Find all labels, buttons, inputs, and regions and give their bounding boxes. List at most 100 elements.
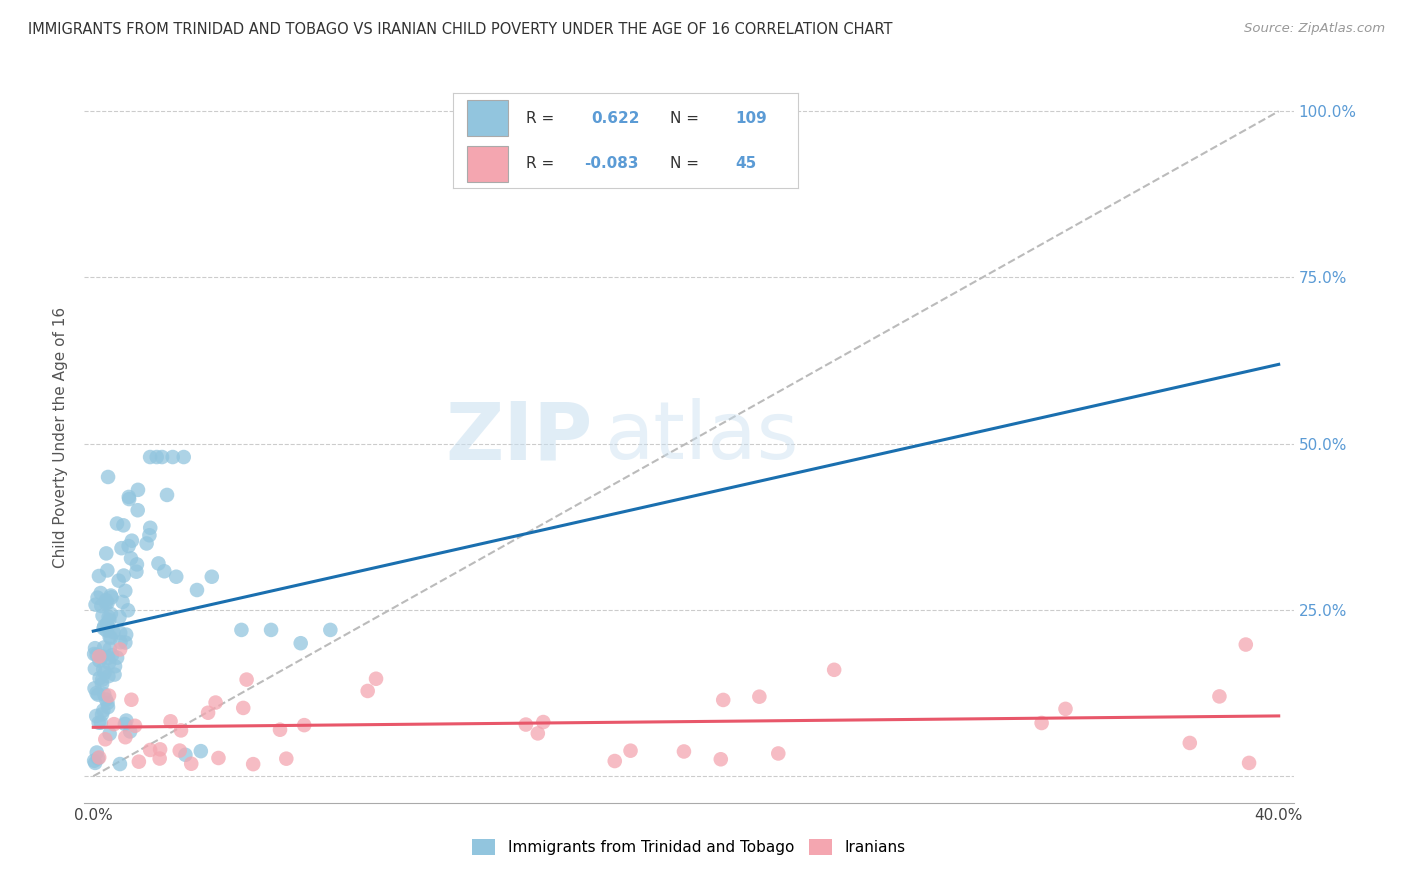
Point [98, 641, 121, 656]
Point [110, 541, 132, 556]
Point [87, 751, 110, 765]
Point [242, 757, 264, 772]
Point [139, 521, 162, 535]
Point [90, 649, 112, 664]
Point [90, 715, 112, 730]
Point [93, 619, 115, 633]
Point [90, 586, 112, 600]
Point [87, 569, 110, 583]
Point [603, 754, 626, 768]
Point [357, 684, 380, 698]
Point [89, 649, 111, 664]
Point [207, 751, 229, 765]
Point [127, 483, 149, 497]
Point [148, 557, 170, 571]
Point [108, 642, 131, 657]
Point [100, 631, 122, 645]
Point [86, 746, 108, 760]
Point [748, 690, 770, 704]
Point [94, 596, 117, 610]
Point [103, 625, 125, 640]
Point [93, 665, 115, 680]
Point [138, 528, 160, 542]
Point [91, 608, 114, 623]
Point [156, 488, 179, 502]
Point [260, 623, 283, 637]
Text: IMMIGRANTS FROM TRINIDAD AND TOBAGO VS IRANIAN CHILD POVERTY UNDER THE AGE OF 16: IMMIGRANTS FROM TRINIDAD AND TOBAGO VS I… [28, 22, 893, 37]
Point [170, 723, 193, 738]
Point [269, 723, 291, 737]
Point [93, 687, 115, 701]
Point [711, 693, 734, 707]
Point [174, 747, 197, 762]
Point [94, 732, 117, 747]
Point [108, 625, 131, 640]
Point [150, 450, 173, 464]
Point [103, 717, 125, 731]
Point [114, 730, 136, 744]
Point [101, 648, 124, 662]
Point [124, 719, 146, 733]
Point [235, 673, 257, 687]
Point [98, 630, 121, 644]
Point [531, 714, 554, 729]
Point [117, 539, 139, 553]
Point [91, 673, 114, 687]
Point [96, 696, 118, 710]
Point [96, 624, 118, 638]
Point [135, 536, 157, 550]
Point [186, 582, 208, 597]
Point [84, 641, 107, 656]
Point [107, 574, 129, 588]
Point [197, 706, 219, 720]
Point [1208, 690, 1230, 704]
Point [672, 744, 695, 758]
Text: atlas: atlas [605, 398, 799, 476]
Point [104, 659, 127, 673]
Point [89, 654, 111, 668]
Point [120, 724, 142, 739]
Text: Source: ZipAtlas.com: Source: ZipAtlas.com [1244, 22, 1385, 36]
Point [91, 662, 114, 676]
Point [115, 627, 138, 641]
Point [94, 593, 117, 607]
Point [86, 591, 108, 605]
Point [89, 750, 111, 764]
Point [153, 564, 176, 578]
Point [96, 563, 118, 577]
Point [120, 692, 142, 706]
Point [96, 596, 118, 610]
Point [190, 744, 212, 758]
Point [112, 518, 135, 533]
Point [91, 677, 114, 691]
Point [97, 610, 120, 624]
Point [105, 650, 128, 665]
Point [86, 648, 108, 662]
Point [823, 663, 845, 677]
Point [98, 656, 121, 670]
Legend: Immigrants from Trinidad and Tobago, Iranians: Immigrants from Trinidad and Tobago, Ira… [467, 833, 911, 861]
Point [125, 565, 148, 579]
Point [83, 754, 105, 768]
Point [619, 744, 641, 758]
Point [97, 700, 120, 714]
Point [105, 516, 128, 531]
Point [768, 747, 790, 761]
Point [89, 671, 111, 685]
Point [319, 623, 342, 637]
Point [86, 686, 108, 700]
Point [120, 551, 142, 566]
Point [90, 599, 112, 613]
Point [159, 714, 181, 729]
Point [108, 757, 131, 772]
Point [96, 546, 118, 560]
Point [165, 570, 187, 584]
Point [112, 568, 135, 582]
Point [100, 589, 122, 603]
Point [87, 715, 110, 730]
Point [128, 755, 150, 769]
Point [1237, 756, 1260, 770]
Point [118, 491, 141, 506]
Point [1178, 736, 1201, 750]
Point [204, 696, 226, 710]
